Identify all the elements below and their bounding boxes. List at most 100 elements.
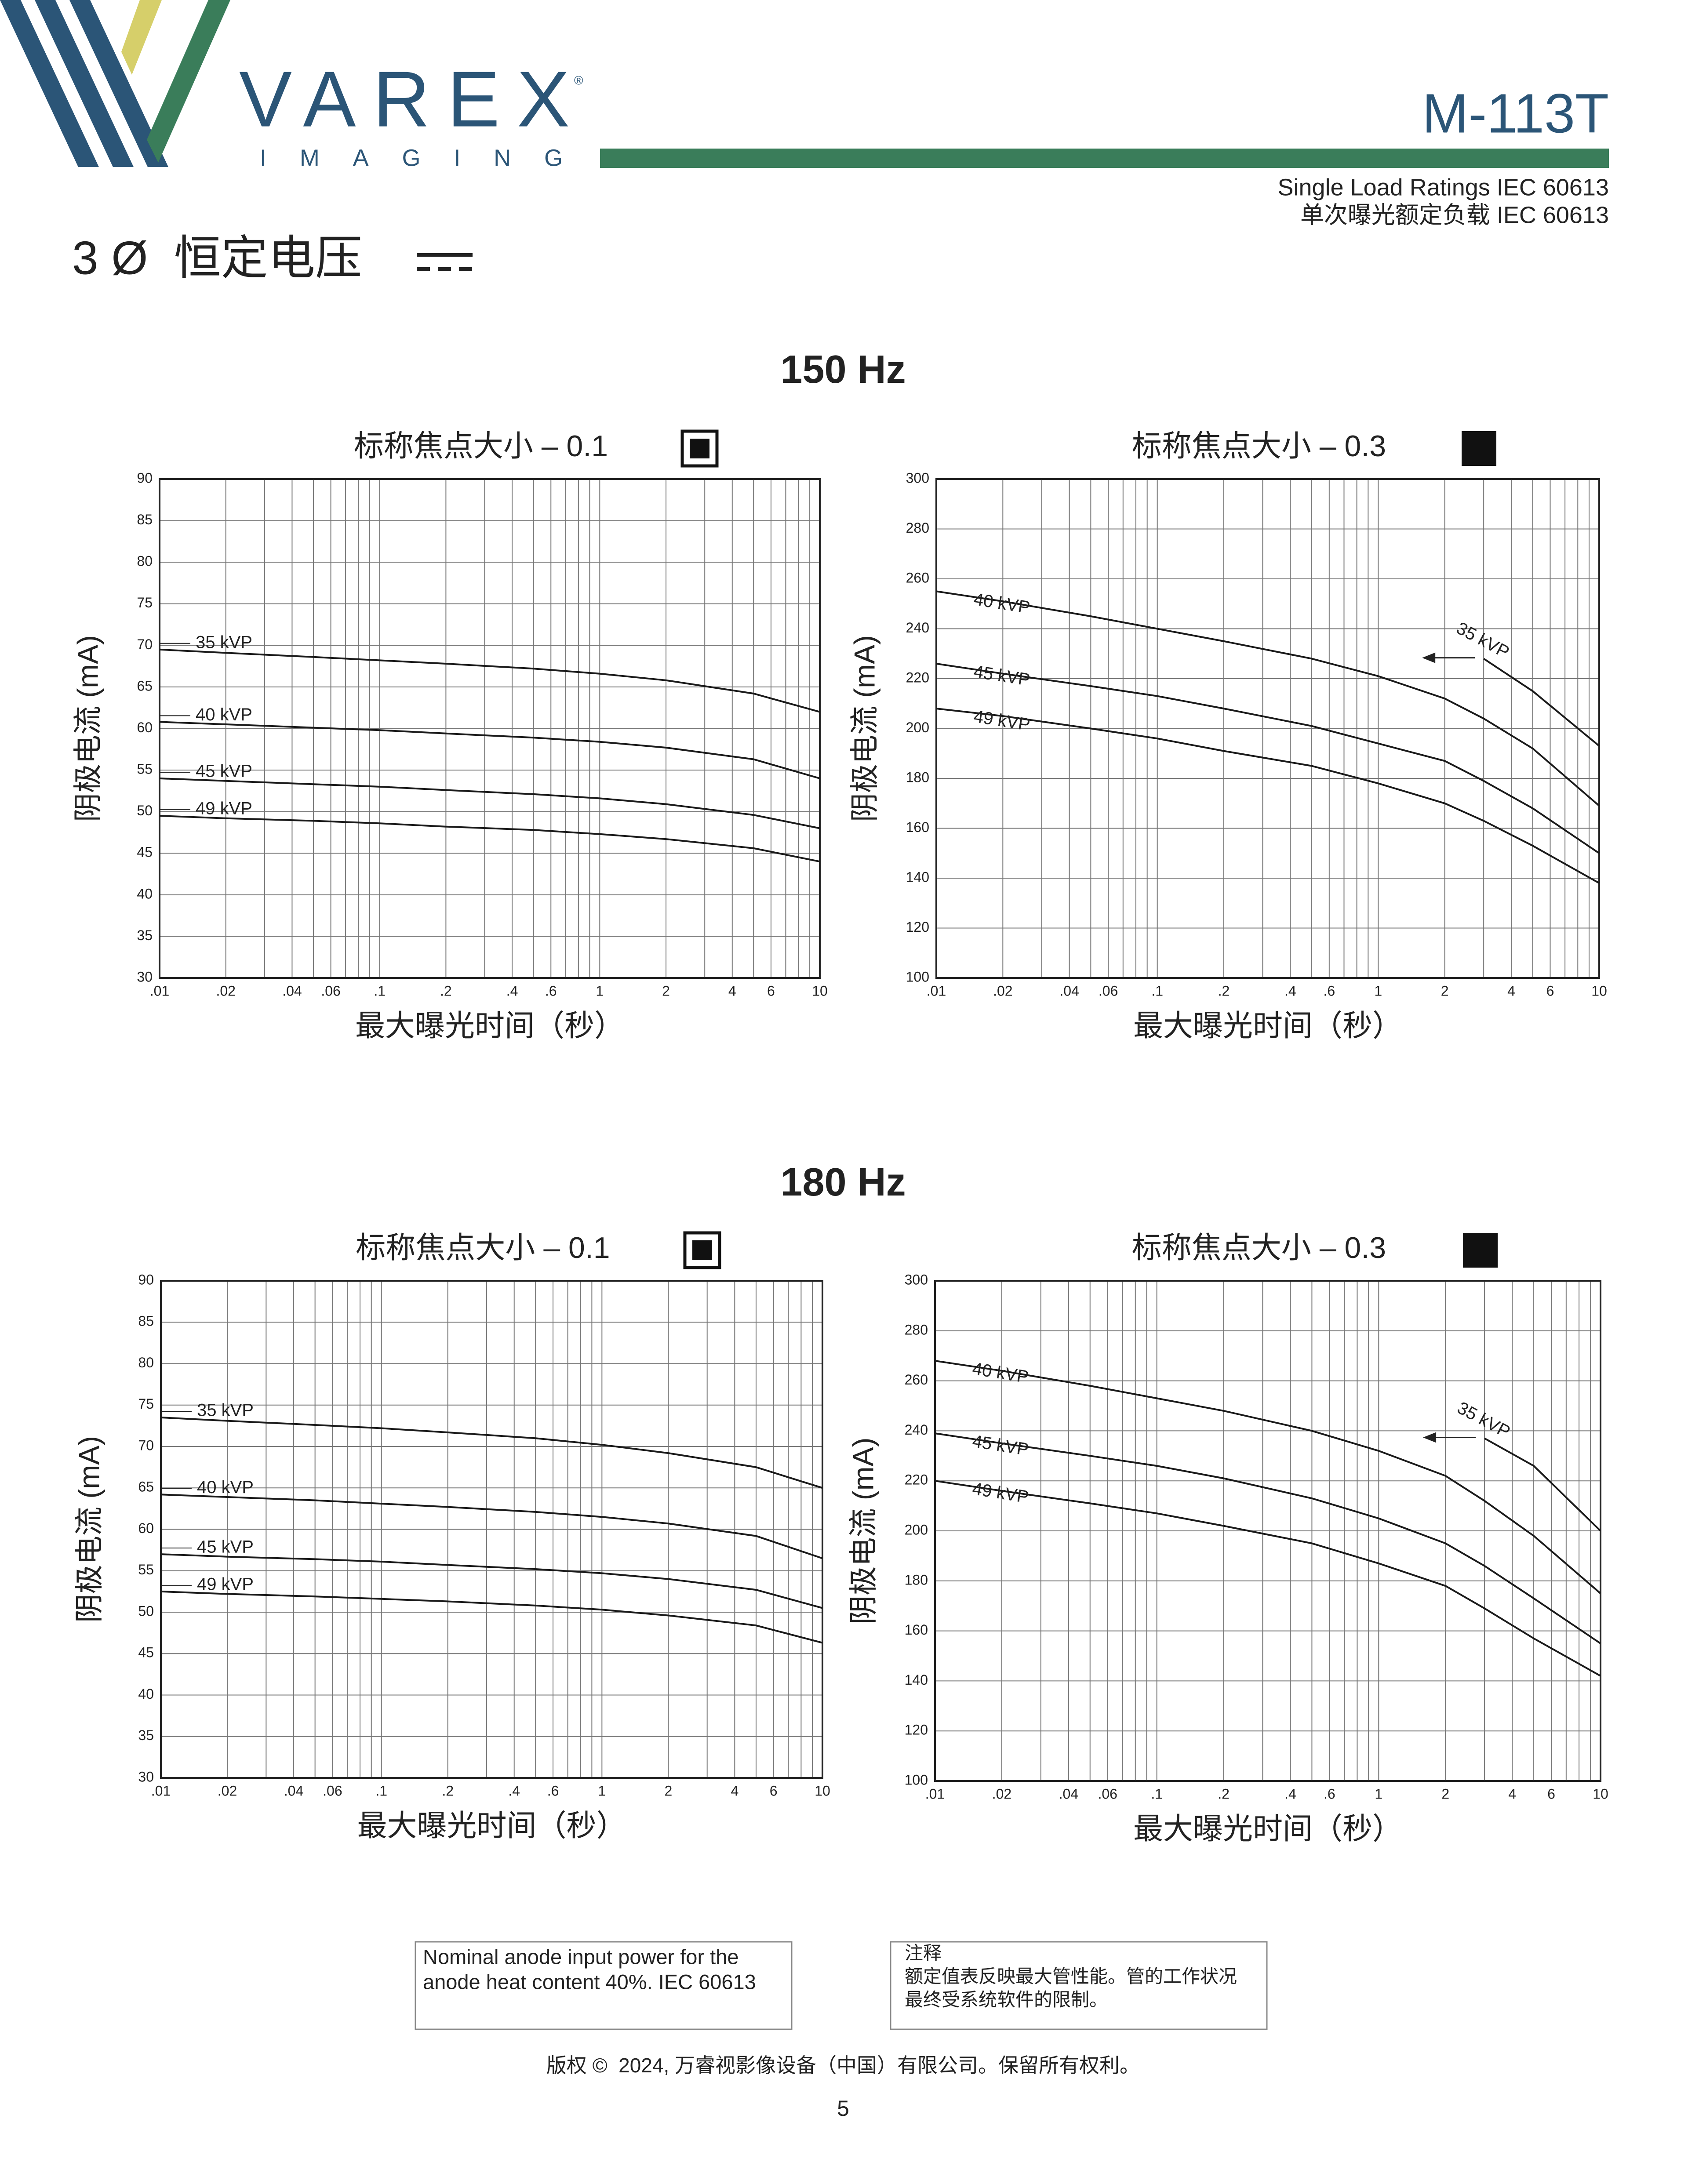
x-tick-label: 1	[1374, 983, 1382, 999]
x-tick-label: .6	[545, 983, 557, 999]
x-tick-label: .1	[1151, 983, 1163, 999]
logo	[0, 0, 230, 167]
chart-title: 标称焦点大小 – 0.1	[356, 1231, 610, 1265]
model: M-113T	[1422, 82, 1609, 144]
x-tick-label: 2	[1441, 983, 1449, 999]
y-tick-label: 80	[137, 553, 153, 569]
y-tick-label: 45	[138, 1645, 154, 1661]
y-tick-label: 80	[138, 1355, 154, 1370]
x-tick-label: .6	[1324, 1786, 1335, 1802]
x-axis-label: 最大曝光时间（秒）	[357, 1809, 626, 1842]
x-tick-label: .01	[150, 983, 169, 999]
y-tick-label: 75	[137, 595, 153, 611]
y-tick-label: 180	[905, 1572, 928, 1588]
x-tick-label: 6	[1547, 1786, 1555, 1802]
y-tick-label: 260	[906, 570, 929, 585]
series-line	[936, 708, 1600, 884]
x-tick-label: .4	[508, 1783, 520, 1799]
brand-mark: ®	[574, 73, 583, 87]
x-tick-label: 4	[1508, 1786, 1516, 1802]
note-text: 最终受系统软件的限制。	[905, 1989, 1108, 2010]
y-tick-label: 240	[906, 620, 929, 636]
series-label: 45 kVP	[971, 1432, 1030, 1460]
x-tick-label: .01	[151, 1783, 171, 1799]
y-tick-label: 50	[138, 1603, 154, 1619]
focal-icon	[683, 1231, 721, 1269]
x-tick-label: .02	[218, 1783, 237, 1799]
y-tick-label: 140	[905, 1672, 928, 1688]
series-label: 45 kVP	[197, 1537, 254, 1557]
y-tick-label: 40	[137, 886, 153, 901]
series-line	[159, 648, 820, 713]
focal-icon-inner	[690, 439, 709, 458]
y-tick-label: 70	[137, 636, 153, 652]
y-tick-label: 35	[137, 927, 153, 943]
x-tick-label: .01	[925, 1786, 945, 1802]
series-label: 35 kVP	[1453, 618, 1513, 662]
x-tick-label: .04	[282, 983, 302, 999]
series-line	[160, 1417, 823, 1489]
series-line	[1483, 658, 1600, 747]
x-tick-label: .02	[993, 983, 1012, 999]
series-label: 35 kVP	[196, 632, 252, 652]
y-tick-label: 35	[138, 1727, 154, 1743]
series-label: 40 kVP	[197, 1478, 254, 1497]
brand: VAREX	[239, 55, 570, 144]
focal-icon-inner	[692, 1240, 712, 1260]
brand-sub: IMAGING	[260, 145, 563, 171]
series-label: 45 kVP	[972, 662, 1031, 690]
x-tick-label: .04	[284, 1783, 303, 1799]
logo-stripe	[0, 0, 99, 167]
x-tick-label: .2	[440, 983, 452, 999]
logo-stripe	[121, 0, 162, 75]
y-tick-label: 100	[905, 1772, 928, 1788]
header-bar	[600, 149, 1609, 168]
series-line	[159, 778, 820, 829]
y-tick-label: 90	[137, 470, 153, 486]
x-tick-label: 2	[662, 983, 670, 999]
subtitle-zh: 单次曝光额定负载 IEC 60613	[1300, 202, 1609, 228]
x-tick-label: .06	[321, 983, 340, 999]
y-tick-label: 220	[906, 669, 929, 685]
y-tick-label: 70	[138, 1437, 154, 1453]
x-tick-label: .04	[1059, 983, 1079, 999]
x-tick-label: 6	[767, 983, 775, 999]
label-arrowhead	[1422, 652, 1436, 663]
y-tick-label: 45	[137, 844, 153, 860]
series-line	[160, 1590, 823, 1644]
y-tick-label: 100	[906, 969, 929, 985]
x-tick-label: 2	[1441, 1786, 1449, 1802]
x-tick-label: 10	[1591, 983, 1607, 999]
series-label: 49 kVP	[197, 1574, 254, 1594]
series-label: 40 kVP	[971, 1359, 1030, 1387]
series-label: 40 kVP	[972, 589, 1031, 618]
x-tick-label: .1	[375, 1783, 387, 1799]
logo-stripe	[147, 0, 230, 163]
series-label: 45 kVP	[196, 762, 252, 781]
y-tick-label: 55	[137, 761, 153, 777]
plot-frame	[935, 478, 1600, 979]
y-tick-label: 220	[905, 1472, 928, 1488]
page-number: 5	[837, 2096, 849, 2121]
x-tick-label: 4	[731, 1783, 738, 1799]
x-tick-label: .6	[1323, 983, 1335, 999]
y-tick-label: 140	[906, 869, 929, 885]
y-tick-label: 90	[138, 1272, 154, 1287]
y-tick-label: 200	[906, 720, 929, 735]
x-axis-label: 最大曝光时间（秒）	[1133, 1009, 1402, 1043]
chart-title: 标称焦点大小 – 0.1	[354, 429, 608, 463]
y-tick-label: 85	[137, 512, 153, 527]
x-tick-label: 1	[596, 983, 604, 999]
y-tick-label: 160	[905, 1622, 928, 1638]
x-tick-label: 1	[1375, 1786, 1382, 1802]
note-text: 注释	[905, 1943, 942, 1963]
x-tick-label: 4	[728, 983, 736, 999]
group-title: 180 Hz	[780, 1160, 906, 1204]
x-tick-label: .4	[1284, 983, 1296, 999]
x-axis-label: 最大曝光时间（秒）	[355, 1009, 624, 1043]
plot-frame	[159, 478, 821, 979]
y-tick-label: 200	[905, 1522, 928, 1537]
y-tick-label: 300	[906, 470, 929, 486]
series-line	[160, 1553, 823, 1609]
